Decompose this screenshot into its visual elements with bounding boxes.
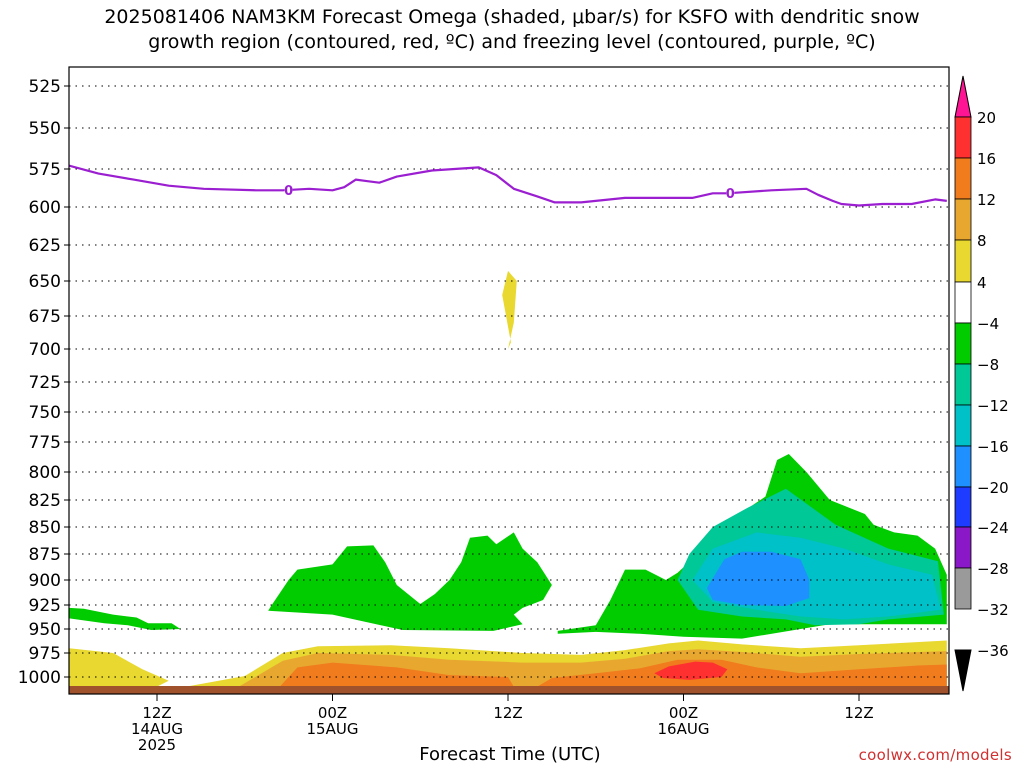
omega-shaded-regions [69,270,947,687]
y-tick-label-775: 775 [29,433,61,453]
colorbar-segment-12 [954,567,972,610]
surface-band [69,686,949,694]
freezing-label-1: 0 [284,184,293,199]
colorbar-label-6: −8 [977,356,999,374]
colorbar-label-0: 20 [977,109,996,127]
x-tick-label-0-0: 12Z [142,704,171,722]
x-tick-label-3-1: 16AUG [658,720,710,738]
colorbar-label-10: −24 [977,519,1009,537]
freezing-label-bg-1 [284,182,293,197]
y-tick-label-950: 950 [29,620,61,640]
colorbar-segment-2 [954,157,972,200]
y-tick-label-925: 925 [29,596,61,616]
y-tick-label-850: 850 [29,518,61,538]
colorbar-segment-3 [954,198,972,241]
y-tick-label-675: 675 [29,307,61,327]
credit-text: coolwx.com/models [858,746,1012,764]
freezing-label-0: 0 [3,150,12,165]
y-tick-label-625: 625 [29,236,61,256]
freezing-level-contour [69,164,947,207]
y-tick-label-650: 650 [29,272,61,292]
colorbar-segment-10 [954,486,972,528]
y-tick-label-1000: 1000 [18,668,61,688]
omega-region-7 [69,648,169,687]
colorbar-label-1: 16 [977,150,996,168]
colorbar-segment-8 [954,404,972,447]
colorbar-label-2: 12 [977,191,996,209]
colorbar-label-4: 4 [977,274,987,292]
plot-frame [68,66,950,695]
omega-region-5 [706,551,810,606]
x-tick-label-2-0: 12Z [493,704,522,722]
colorbar-label-11: −28 [977,560,1009,578]
y-tick-label-600: 600 [29,198,61,218]
colorbar-segment-6 [954,322,972,365]
x-tick-label-0-2: 2025 [138,736,176,754]
colorbar-label-8: −16 [977,438,1009,456]
freezing-level-line: 0 0 0 [3,149,947,207]
omega-region-0 [69,607,181,630]
freezing-label-2: 0 [726,187,735,202]
colorbar-segment-9 [954,445,972,488]
x-tick-label-4-0: 12Z [844,704,873,722]
colorbar-label-5: −4 [977,315,999,333]
colorbar-label-13: −36 [977,642,1009,660]
y-tick-label-700: 700 [29,340,61,360]
y-tick-label-800: 800 [29,463,61,483]
y-tick-label-900: 900 [29,571,61,591]
y-tick-label-525: 525 [29,77,61,97]
x-tick-label-1-0: 00Z [318,704,347,722]
omega-region-11 [537,659,947,687]
omega-region-10 [279,662,514,687]
freezing-label-bg-0 [4,149,12,163]
x-tick-label-0-1: 14AUG [131,720,183,738]
y-tick-label-725: 725 [29,373,61,393]
colorbar-segment-11 [954,526,972,569]
y-axis-ticks: 525 550 575 600 625 650 675 700 725 750 775 800 825 8… [18,77,69,688]
chart-title-line-2: growth region (contoured, red, ºC) and f… [148,31,876,53]
colorbar-top-arrow [954,75,972,118]
omega-region-12 [654,661,728,680]
colorbar-bottom-arrow [954,649,972,692]
x-tick-label-1-1: 15AUG [307,720,359,738]
omega-region-6 [502,270,517,349]
y-tick-label-975: 975 [29,644,61,664]
colorbar-segment-4 [954,239,972,283]
chart-title-line-1: 2025081406 NAM3KM Forecast Omega (shaded… [104,6,920,28]
colorbar-segment-7 [954,363,972,406]
omega-region-1 [268,532,552,631]
colorbar-label-9: −20 [977,479,1009,497]
colorbar-label-12: −32 [977,601,1009,619]
y-tick-label-750: 750 [29,403,61,423]
colorbar-label-7: −12 [977,397,1009,415]
x-axis-label: Forecast Time (UTC) [419,744,601,765]
freezing-label-bg-2 [726,186,735,201]
colorbar-label-3: 8 [977,232,987,250]
colorbar-segment-5 [954,281,972,324]
colorbar: 20 16 12 8 4 −4 −8 −12 −16 −20 −24 −28 −32 −36 [954,75,1009,692]
y-tick-label-575: 575 [29,160,61,180]
y-tick-label-550: 550 [29,119,61,139]
y-tick-label-875: 875 [29,545,61,565]
x-tick-label-3-0: 00Z [669,704,698,722]
colorbar-segment-1 [954,116,972,159]
y-tick-label-825: 825 [29,491,61,511]
